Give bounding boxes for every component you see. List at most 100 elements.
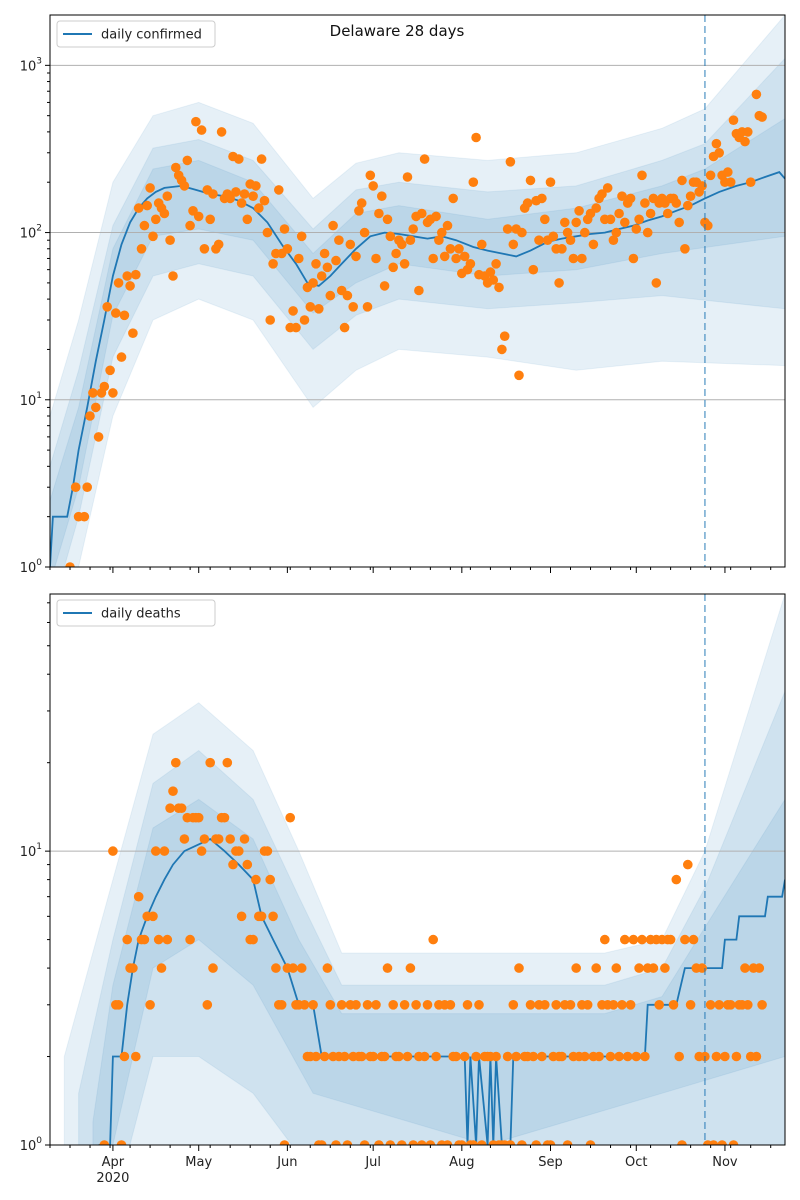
data-point: [628, 253, 639, 264]
data-point: [514, 370, 524, 381]
model-line: [98, 837, 785, 1145]
data-point: [525, 1000, 536, 1010]
data-point: [731, 1051, 742, 1062]
data-point: [208, 189, 218, 199]
data-point: [428, 253, 439, 264]
data-point: [562, 1140, 573, 1145]
confirmed-panel: 100 101 102 103 daily confirmed: [20, 14, 786, 576]
data-point: [414, 285, 424, 296]
data-point: [625, 1000, 636, 1010]
data-point: [231, 187, 241, 197]
data-point: [139, 934, 150, 945]
data-point: [405, 963, 416, 973]
data-point: [256, 154, 267, 164]
data-point: [319, 1051, 330, 1062]
data-point: [517, 227, 527, 238]
data-point: [356, 1051, 367, 1062]
data-point: [445, 244, 456, 254]
data-point: [351, 251, 361, 262]
data-point: [265, 315, 276, 325]
data-point: [405, 235, 416, 245]
data-point: [105, 365, 115, 376]
data-point: [671, 874, 682, 885]
data-point: [411, 1000, 421, 1010]
data-point: [397, 239, 407, 250]
data-point: [119, 310, 130, 321]
data-point: [711, 138, 722, 149]
data-point: [740, 963, 750, 973]
data-point: [296, 963, 307, 973]
data-point: [588, 239, 599, 250]
axes-frame: [49, 14, 786, 568]
data-point: [379, 281, 390, 291]
data-point: [193, 211, 204, 222]
data-point: [677, 1140, 687, 1145]
data-point: [156, 963, 167, 973]
data-point: [580, 227, 590, 238]
data-point: [725, 177, 736, 187]
data-point: [151, 846, 161, 856]
data-point: [196, 125, 207, 135]
data-point: [711, 1051, 722, 1062]
data-point: [637, 934, 647, 945]
data-point: [151, 214, 161, 225]
plot-area: [50, 594, 785, 1145]
data-point: [431, 1051, 441, 1062]
data-point: [477, 239, 487, 250]
data-point: [537, 193, 547, 204]
data-point: [511, 1051, 521, 1062]
data-point: [620, 217, 630, 228]
data-point: [677, 175, 687, 186]
data-point: [208, 963, 218, 973]
data-point: [528, 1051, 539, 1062]
uncertainty-band-1: [50, 57, 785, 567]
data-point: [359, 227, 370, 238]
data-point: [628, 934, 639, 945]
data-point: [757, 1000, 767, 1010]
data-point: [251, 181, 261, 191]
data-point: [465, 259, 476, 269]
data-point: [611, 963, 622, 973]
data-point: [113, 1000, 124, 1010]
data-point: [417, 1140, 427, 1145]
data-point: [451, 253, 461, 264]
data-point: [545, 177, 556, 187]
x-year-label: 2020: [96, 1171, 129, 1186]
data-point: [591, 963, 601, 973]
data-point: [605, 1051, 616, 1062]
data-point: [145, 183, 155, 193]
data-point: [611, 227, 622, 238]
plot-area: [50, 15, 785, 567]
data-point: [113, 278, 124, 288]
y-tick-label: 101: [20, 391, 42, 409]
data-point: [462, 1000, 473, 1010]
data-point: [374, 208, 384, 219]
data-point: [336, 1000, 347, 1010]
data-point: [605, 214, 616, 225]
data-point: [640, 198, 650, 208]
data-point: [82, 482, 92, 493]
data-point: [562, 227, 573, 238]
data-point: [425, 1140, 436, 1145]
data-point: [131, 1051, 141, 1062]
data-point: [122, 934, 132, 945]
data-point: [451, 1051, 461, 1062]
data-point: [517, 1140, 527, 1145]
data-point: [99, 1140, 110, 1145]
data-point: [288, 963, 298, 973]
data-point: [471, 1051, 481, 1062]
data-point: [162, 191, 173, 201]
data-point: [145, 1000, 155, 1010]
data-point: [168, 271, 178, 281]
data-point: [251, 874, 261, 885]
data-point: [662, 208, 673, 219]
x-tick-label: Aug: [449, 1155, 474, 1170]
data-point: [225, 834, 235, 844]
data-point: [554, 278, 564, 288]
data-point: [459, 1051, 470, 1062]
data-point: [640, 1051, 650, 1062]
data-point: [614, 208, 624, 219]
data-point: [236, 198, 247, 208]
data-point: [331, 255, 341, 266]
legend-label: daily confirmed: [101, 28, 202, 43]
